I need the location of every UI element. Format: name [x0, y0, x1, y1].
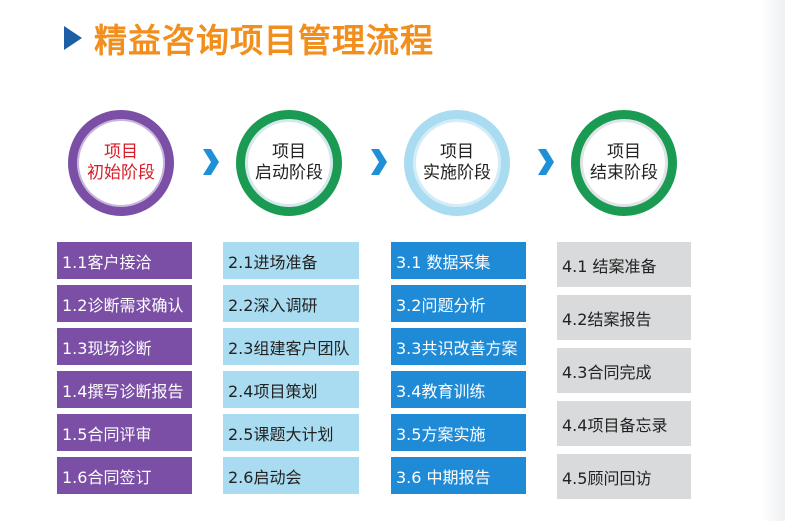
step-box: 3.1 数据采集 [391, 242, 526, 279]
chevron-right-icon [203, 149, 219, 175]
step-box: 2.6启动会 [223, 457, 359, 494]
step-box: 3.3共识改善方案 [391, 328, 526, 365]
stage-label-implementation: 项目 实施阶段 [423, 142, 491, 183]
step-box: 4.2结案报告 [557, 295, 691, 340]
stage-steps-implementation: 3.1 数据采集 3.2问题分析 3.3共识改善方案 3.4教育训练 3.5方案… [391, 242, 526, 494]
right-edge-shadow [761, 0, 785, 521]
stage-steps-closing: 4.1 结案准备 4.2结案报告 4.3合同完成 4.4项目备忘录 4.5顾问回… [557, 242, 691, 499]
step-box: 2.1进场准备 [223, 242, 359, 279]
step-box: 2.5课题大计划 [223, 414, 359, 451]
step-box: 1.2诊断需求确认 [57, 285, 192, 322]
chevron-right-icon [371, 149, 387, 175]
step-box: 1.4撰写诊断报告 [57, 371, 192, 408]
step-box: 2.3组建客户团队 [223, 328, 359, 365]
step-box: 4.3合同完成 [557, 348, 691, 393]
step-box: 4.1 结案准备 [557, 242, 691, 287]
step-box: 2.2深入调研 [223, 285, 359, 322]
stage-steps-startup: 2.1进场准备 2.2深入调研 2.3组建客户团队 2.4项目策划 2.5课题大… [223, 242, 359, 494]
stage-label-startup: 项目 启动阶段 [255, 142, 323, 183]
step-box: 1.6合同签订 [57, 457, 192, 494]
stage-circle-closing: 项目 结束阶段 [571, 110, 677, 216]
step-box: 3.6 中期报告 [391, 457, 526, 494]
page-title: 精益咨询项目管理流程 [94, 21, 434, 60]
step-box: 4.4项目备忘录 [557, 401, 691, 446]
stage-circle-initiation: 项目 初始阶段 [68, 110, 174, 216]
step-box: 3.4教育训练 [391, 371, 526, 408]
step-box: 1.3现场诊断 [57, 328, 192, 365]
stage-label-initiation: 项目 初始阶段 [87, 142, 155, 183]
step-box: 3.2问题分析 [391, 285, 526, 322]
stage-steps-initiation: 1.1客户接洽 1.2诊断需求确认 1.3现场诊断 1.4撰写诊断报告 1.5合… [57, 242, 192, 494]
step-box: 3.5方案实施 [391, 414, 526, 451]
chevron-right-icon [538, 149, 554, 175]
step-box: 1.1客户接洽 [57, 242, 192, 279]
stage-circle-implementation: 项目 实施阶段 [404, 110, 510, 216]
stage-label-closing: 项目 结束阶段 [590, 142, 658, 183]
step-box: 2.4项目策划 [223, 371, 359, 408]
stage-circle-startup: 项目 启动阶段 [236, 110, 342, 216]
step-box: 4.5顾问回访 [557, 454, 691, 499]
title-triangle-icon [64, 26, 82, 50]
step-box: 1.5合同评审 [57, 414, 192, 451]
